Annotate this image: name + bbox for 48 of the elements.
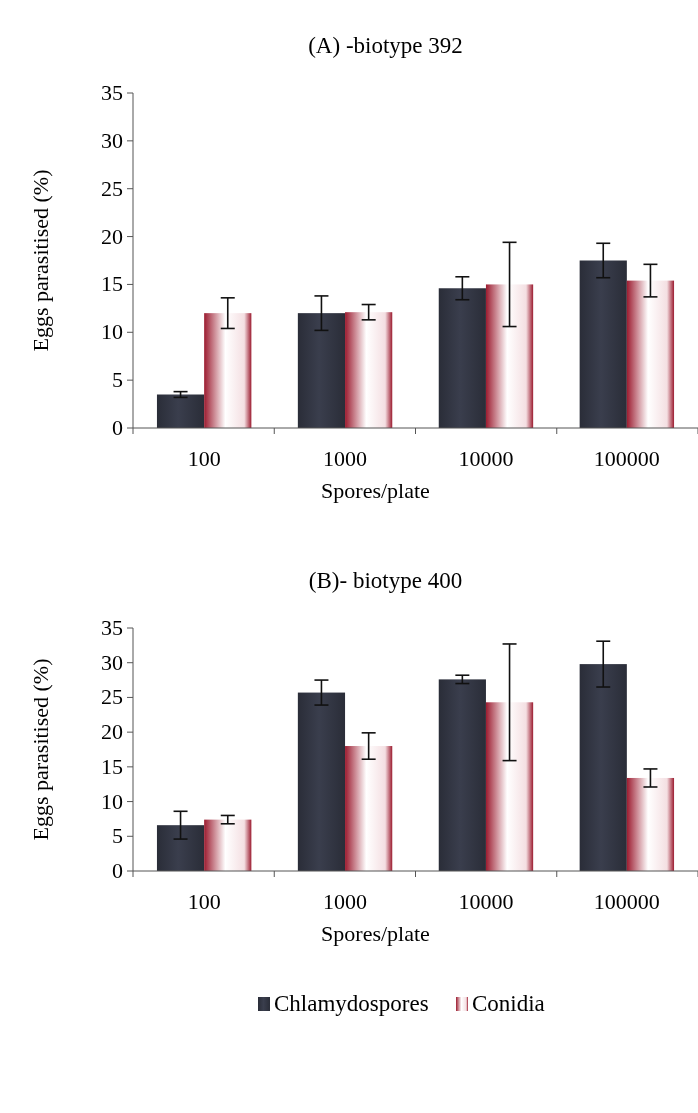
legend-label: Chlamydospores [274,991,429,1016]
y-tick-label: 15 [101,753,123,779]
x-tick-label: 100 [187,446,221,471]
legend-label: Conidia [472,991,545,1016]
y-tick-label: 20 [101,719,123,745]
y-tick-label: 35 [101,615,123,640]
y-tick-label: 0 [112,415,123,440]
bar [345,746,393,871]
x-tick-label: 10000 [458,446,514,471]
y-axis-title: Eggs parasitised (%) [28,169,53,352]
bar [204,313,252,428]
bar [297,692,346,871]
bar [485,284,534,428]
x-axis-title: Spores/plate [321,921,430,946]
y-tick-label: 15 [101,271,123,297]
x-tick-label: 100000 [593,889,660,914]
y-tick-label: 0 [112,858,123,883]
bar [485,702,534,871]
x-axis-title: Spores/plate [321,478,430,503]
y-tick-label: 10 [101,319,123,345]
y-tick-label: 25 [101,175,123,201]
bar [156,394,205,428]
y-tick-label: 30 [101,649,123,675]
chart-title: (A) -biotype 392 [308,33,463,58]
bar [626,280,675,428]
chart-title: (B)- biotype 400 [308,568,463,593]
bar [626,777,675,871]
y-tick-label: 5 [112,367,123,393]
y-tick-label: 30 [101,127,123,153]
bar [438,288,486,428]
y-tick-label: 25 [101,684,123,710]
y-tick-label: 20 [101,223,123,249]
bar [297,313,346,428]
bar [579,664,627,871]
x-tick-label: 10000 [458,889,514,914]
bar [438,679,486,871]
bar [204,819,252,871]
y-axis-title: Eggs parasitised (%) [28,658,53,841]
y-tick-label: 5 [112,823,123,849]
bar [579,260,627,428]
x-tick-label: 1000 [323,889,368,914]
bar [156,825,205,871]
y-tick-label: 35 [101,80,123,105]
bar [345,312,393,428]
x-tick-label: 1000 [323,446,368,471]
x-tick-label: 100 [187,889,221,914]
x-tick-label: 100000 [593,446,660,471]
y-tick-label: 10 [101,788,123,814]
